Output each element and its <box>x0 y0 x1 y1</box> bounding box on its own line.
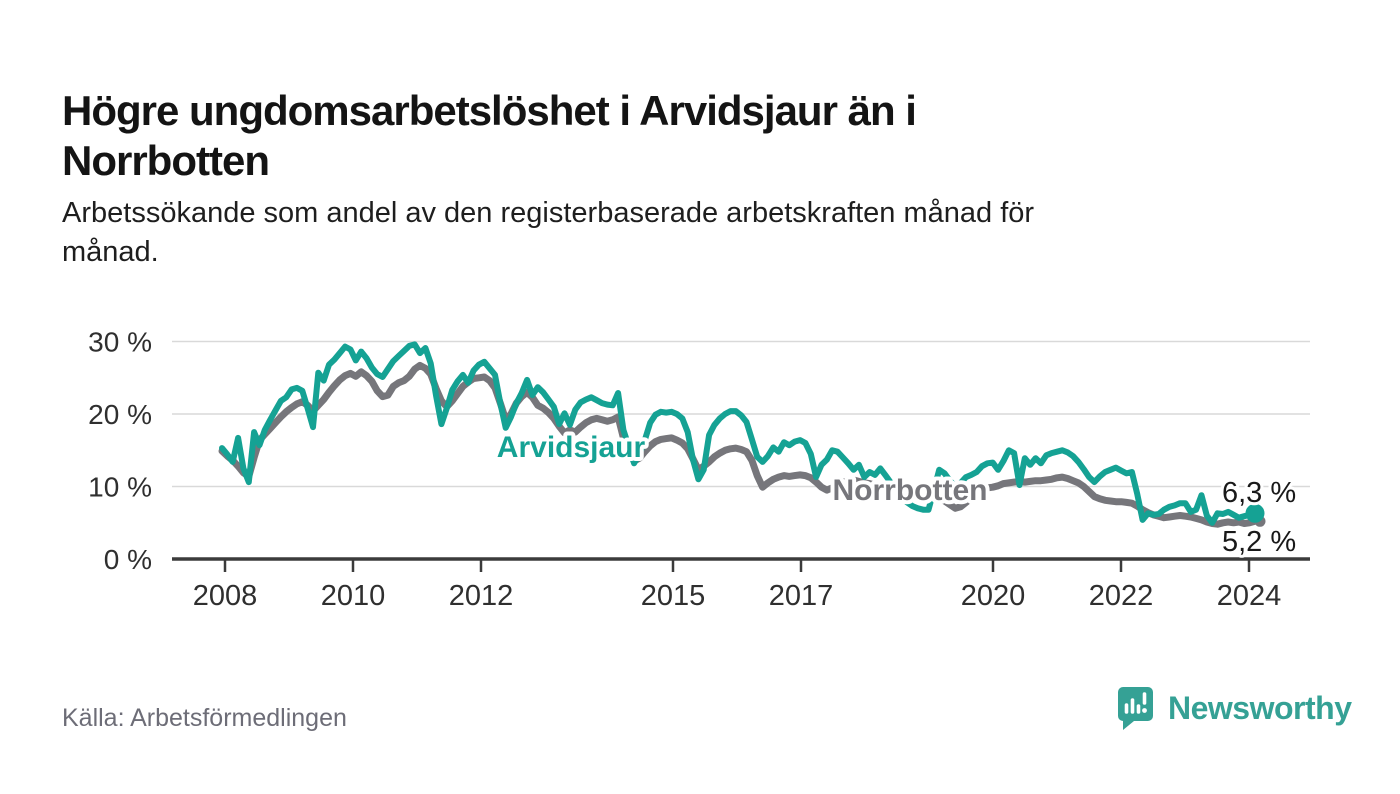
norrbotten-line <box>218 361 1259 528</box>
y-axis-labels: 0 % 10 % 20 % 30 % <box>88 327 152 576</box>
arvidsjaur-line <box>219 341 1258 526</box>
x-tick-label: 2012 <box>449 580 514 612</box>
x-tick-label: 2017 <box>769 580 834 612</box>
x-tick-label: 2010 <box>321 580 386 612</box>
subtitle-line-1: Arbetssökande som andel av den registerb… <box>62 197 1035 229</box>
arvidsjaur-series-label: Arvidsjaur <box>497 431 646 464</box>
brand-logo: Newsworthy <box>1117 686 1352 730</box>
norrbotten-series-label: Norrbotten <box>833 474 988 507</box>
x-tick-label: 2008 <box>193 580 258 612</box>
arvidsjaur-end-value-label: 6,3 % <box>1222 477 1296 509</box>
bar-chart-speech-bubble-icon <box>1118 687 1153 730</box>
title-line-1: Högre ungdomsarbetslöshet i Arvidsjaur ä… <box>62 87 917 135</box>
arvidsjaur-end-dot <box>1245 503 1265 523</box>
x-tick-label: 2015 <box>641 580 706 612</box>
x-tick-label: 2024 <box>1217 580 1282 612</box>
page-title: Högre ungdomsarbetslöshet i Arvidsjaur ä… <box>62 86 1262 186</box>
y-tick-label: 30 % <box>88 327 152 358</box>
y-tick-label: 20 % <box>88 399 152 430</box>
subtitle-line-2: månad. <box>62 236 159 268</box>
x-tick-label: 2020 <box>961 580 1026 612</box>
x-axis: 2008 2010 2012 2015 2017 2020 2022 2024 <box>172 557 1310 612</box>
x-tick-label: 2022 <box>1089 580 1154 612</box>
norrbotten-end-value-label: 5,2 % <box>1222 526 1296 558</box>
y-tick-label: 10 % <box>88 472 152 503</box>
chart-subtitle: Arbetssökande som andel av den registerb… <box>62 194 1282 272</box>
title-line-2: Norrbotten <box>62 137 270 185</box>
brand-name: Newsworthy <box>1168 689 1352 726</box>
y-tick-label: 0 % <box>104 544 152 575</box>
source-credit: Källa: Arbetsförmedlingen <box>62 704 347 732</box>
